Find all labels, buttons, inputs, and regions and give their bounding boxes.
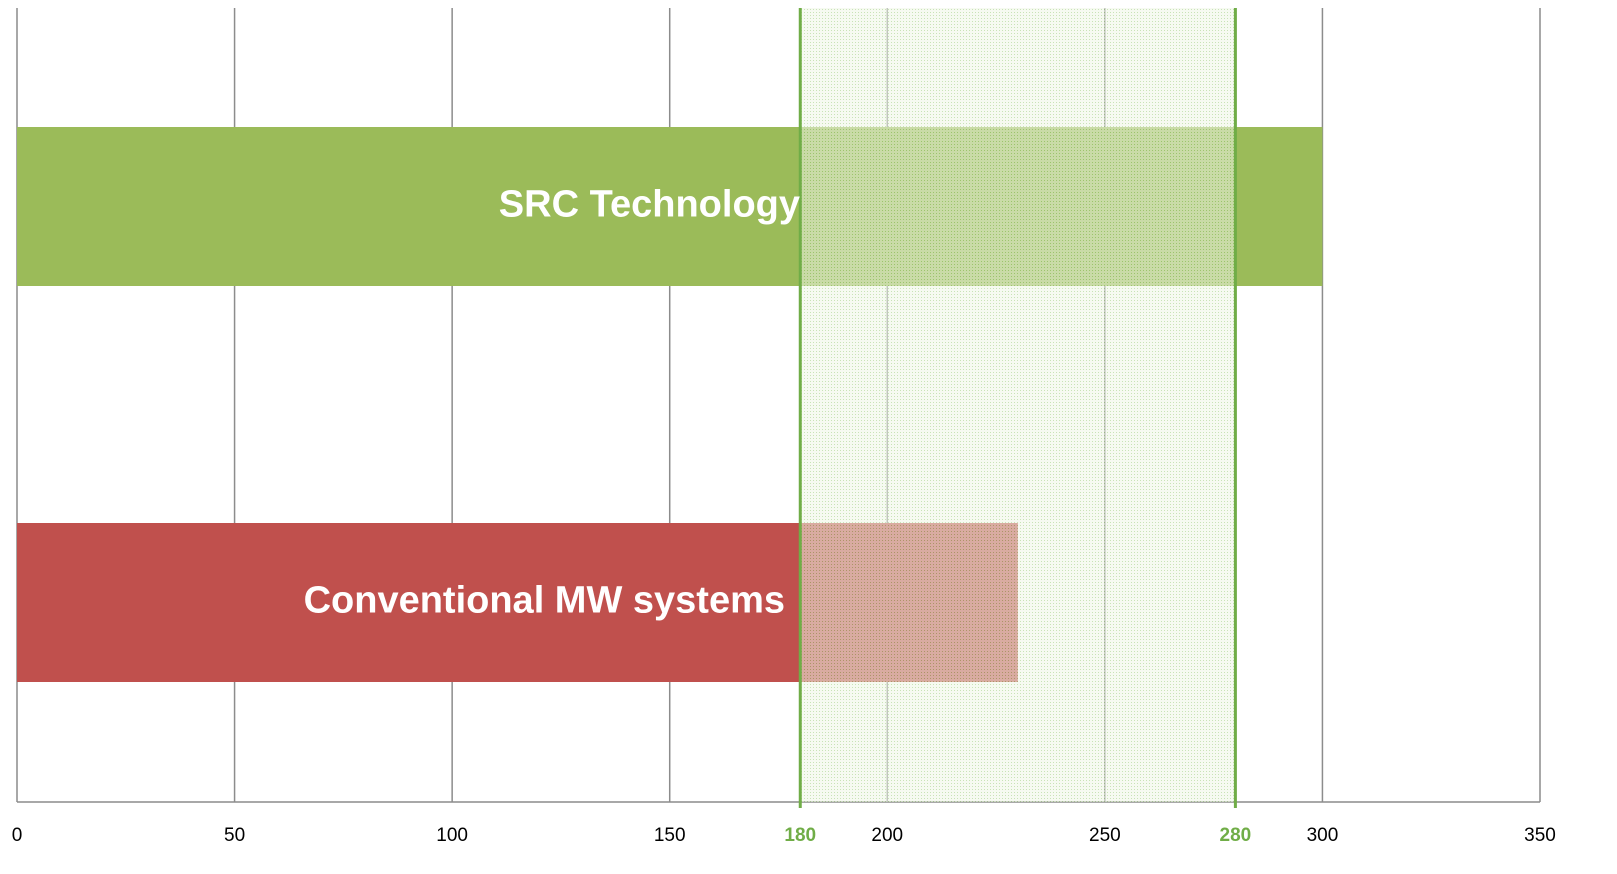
x-tick-label: 50	[224, 825, 245, 846]
x-tick-label: 150	[654, 825, 686, 846]
band-label: 180	[784, 825, 816, 846]
x-tick-label: 100	[436, 825, 468, 846]
bar-label: Conventional MW systems	[304, 580, 785, 622]
x-tick-label: 350	[1524, 825, 1556, 846]
highlight-band	[800, 8, 1236, 802]
x-tick-label: 200	[871, 825, 903, 846]
labels: 0 50 100 150 200 250 300 350 SRC Technology Conve…	[12, 184, 1556, 846]
x-tick-label: 0	[12, 825, 23, 846]
band-label: 280	[1220, 825, 1252, 846]
band	[798, 8, 1237, 808]
bar-label: SRC Technology	[499, 184, 800, 226]
x-tick-label: 250	[1089, 825, 1121, 846]
x-tick-label: 300	[1307, 825, 1339, 846]
